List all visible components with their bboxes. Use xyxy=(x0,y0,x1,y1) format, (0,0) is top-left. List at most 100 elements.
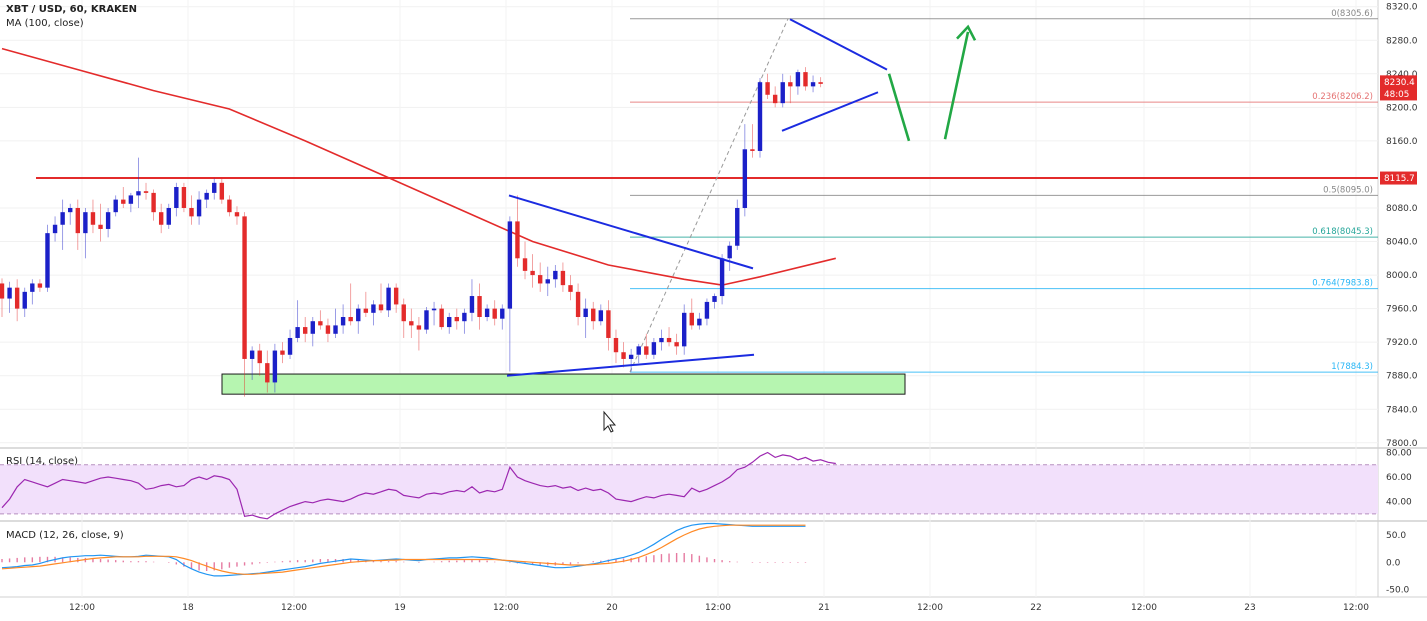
candle-body xyxy=(219,182,225,200)
candle xyxy=(735,199,740,250)
candle xyxy=(234,206,240,225)
candle xyxy=(356,304,361,334)
candle-body xyxy=(545,279,550,284)
candle-body xyxy=(386,287,391,311)
candle xyxy=(507,216,513,372)
candle xyxy=(666,327,672,347)
candle-body xyxy=(37,283,43,288)
candle xyxy=(52,216,58,242)
candle-body xyxy=(295,327,300,338)
candle xyxy=(151,189,156,221)
price-tick-label: 7800.0 xyxy=(1386,439,1418,449)
candle-body xyxy=(651,342,657,355)
up-arrow-line xyxy=(943,31,970,140)
candle xyxy=(280,342,285,364)
candle-body xyxy=(325,325,331,334)
candle xyxy=(431,301,437,326)
candle xyxy=(454,308,459,330)
candle-body xyxy=(340,317,346,326)
candle-body xyxy=(537,275,543,284)
candle-body xyxy=(151,192,156,213)
support-zone xyxy=(221,373,906,395)
candle xyxy=(810,75,816,93)
candle-body xyxy=(166,207,171,225)
price-label-text: 48:05 xyxy=(1384,90,1409,100)
candle-body xyxy=(356,308,361,322)
candle-body xyxy=(553,270,558,280)
time-tick-label: 12:00 xyxy=(917,603,943,613)
candle xyxy=(340,304,346,334)
candle xyxy=(318,310,323,330)
candle xyxy=(181,182,187,213)
candle-body xyxy=(484,308,490,318)
time-tick-label: 12:00 xyxy=(281,603,307,613)
mouse-cursor-icon xyxy=(603,410,617,433)
triangle-lower-line xyxy=(781,91,879,132)
candle xyxy=(113,195,118,217)
candle xyxy=(439,304,444,330)
candle xyxy=(310,317,315,347)
candle-body xyxy=(431,308,437,311)
candle xyxy=(22,287,27,318)
candle xyxy=(75,199,80,250)
candle xyxy=(712,293,717,309)
candle xyxy=(424,306,429,334)
candle-body xyxy=(272,350,278,383)
candle xyxy=(0,278,5,318)
candle-body xyxy=(393,287,399,305)
time-tick-label: 12:00 xyxy=(493,603,519,613)
price-tick-label: 8040.0 xyxy=(1386,238,1418,248)
candle-body xyxy=(409,321,414,326)
candle-body xyxy=(287,337,293,355)
candle xyxy=(136,157,141,208)
candle-body xyxy=(810,82,816,87)
candle-body xyxy=(68,207,73,213)
candle-body xyxy=(14,287,20,309)
candle-body xyxy=(416,325,422,330)
candle xyxy=(537,262,543,292)
candle-body xyxy=(265,363,270,383)
candle xyxy=(30,279,35,305)
rsi-tick-label: 80.00 xyxy=(1386,448,1412,458)
time-tick-label: 21 xyxy=(818,603,829,613)
candle xyxy=(401,298,406,338)
candle xyxy=(803,67,808,91)
candle xyxy=(272,343,278,393)
price-label-text: 8115.7 xyxy=(1384,174,1415,184)
price-tick-label: 8160.0 xyxy=(1386,137,1418,147)
candle xyxy=(795,69,801,95)
candle-body xyxy=(60,212,65,225)
candle xyxy=(591,301,596,330)
candle-body xyxy=(424,310,429,330)
candle xyxy=(128,192,134,213)
candle xyxy=(727,241,732,271)
candle xyxy=(416,317,422,351)
price-tick-label: 7920.0 xyxy=(1386,338,1418,348)
candle-body xyxy=(45,233,50,288)
candle xyxy=(90,199,96,234)
ascending-trendline xyxy=(506,353,755,377)
candle xyxy=(628,348,634,372)
candle-body xyxy=(158,212,164,225)
candle xyxy=(598,304,604,326)
candle-body xyxy=(439,308,444,328)
candle-body xyxy=(772,94,778,104)
candle xyxy=(204,189,209,208)
time-tick-label: 12:00 xyxy=(705,603,731,613)
candle-body xyxy=(333,325,338,334)
candle xyxy=(765,73,770,99)
candle-body xyxy=(644,346,649,355)
fib-level-label: 0(8305.6) xyxy=(1331,9,1373,19)
candle-body xyxy=(462,312,467,322)
candle-body xyxy=(507,221,513,309)
candle-body xyxy=(636,346,641,355)
price-tick-label: 8200.0 xyxy=(1386,103,1418,113)
candle-body xyxy=(568,285,573,292)
price-tick-label: 7840.0 xyxy=(1386,405,1418,415)
symbol-label: XBT / USD, 60, KRAKEN xyxy=(6,4,138,15)
candle xyxy=(530,254,535,288)
macd-tick-label: 0.0 xyxy=(1386,558,1401,568)
candle xyxy=(500,304,505,330)
